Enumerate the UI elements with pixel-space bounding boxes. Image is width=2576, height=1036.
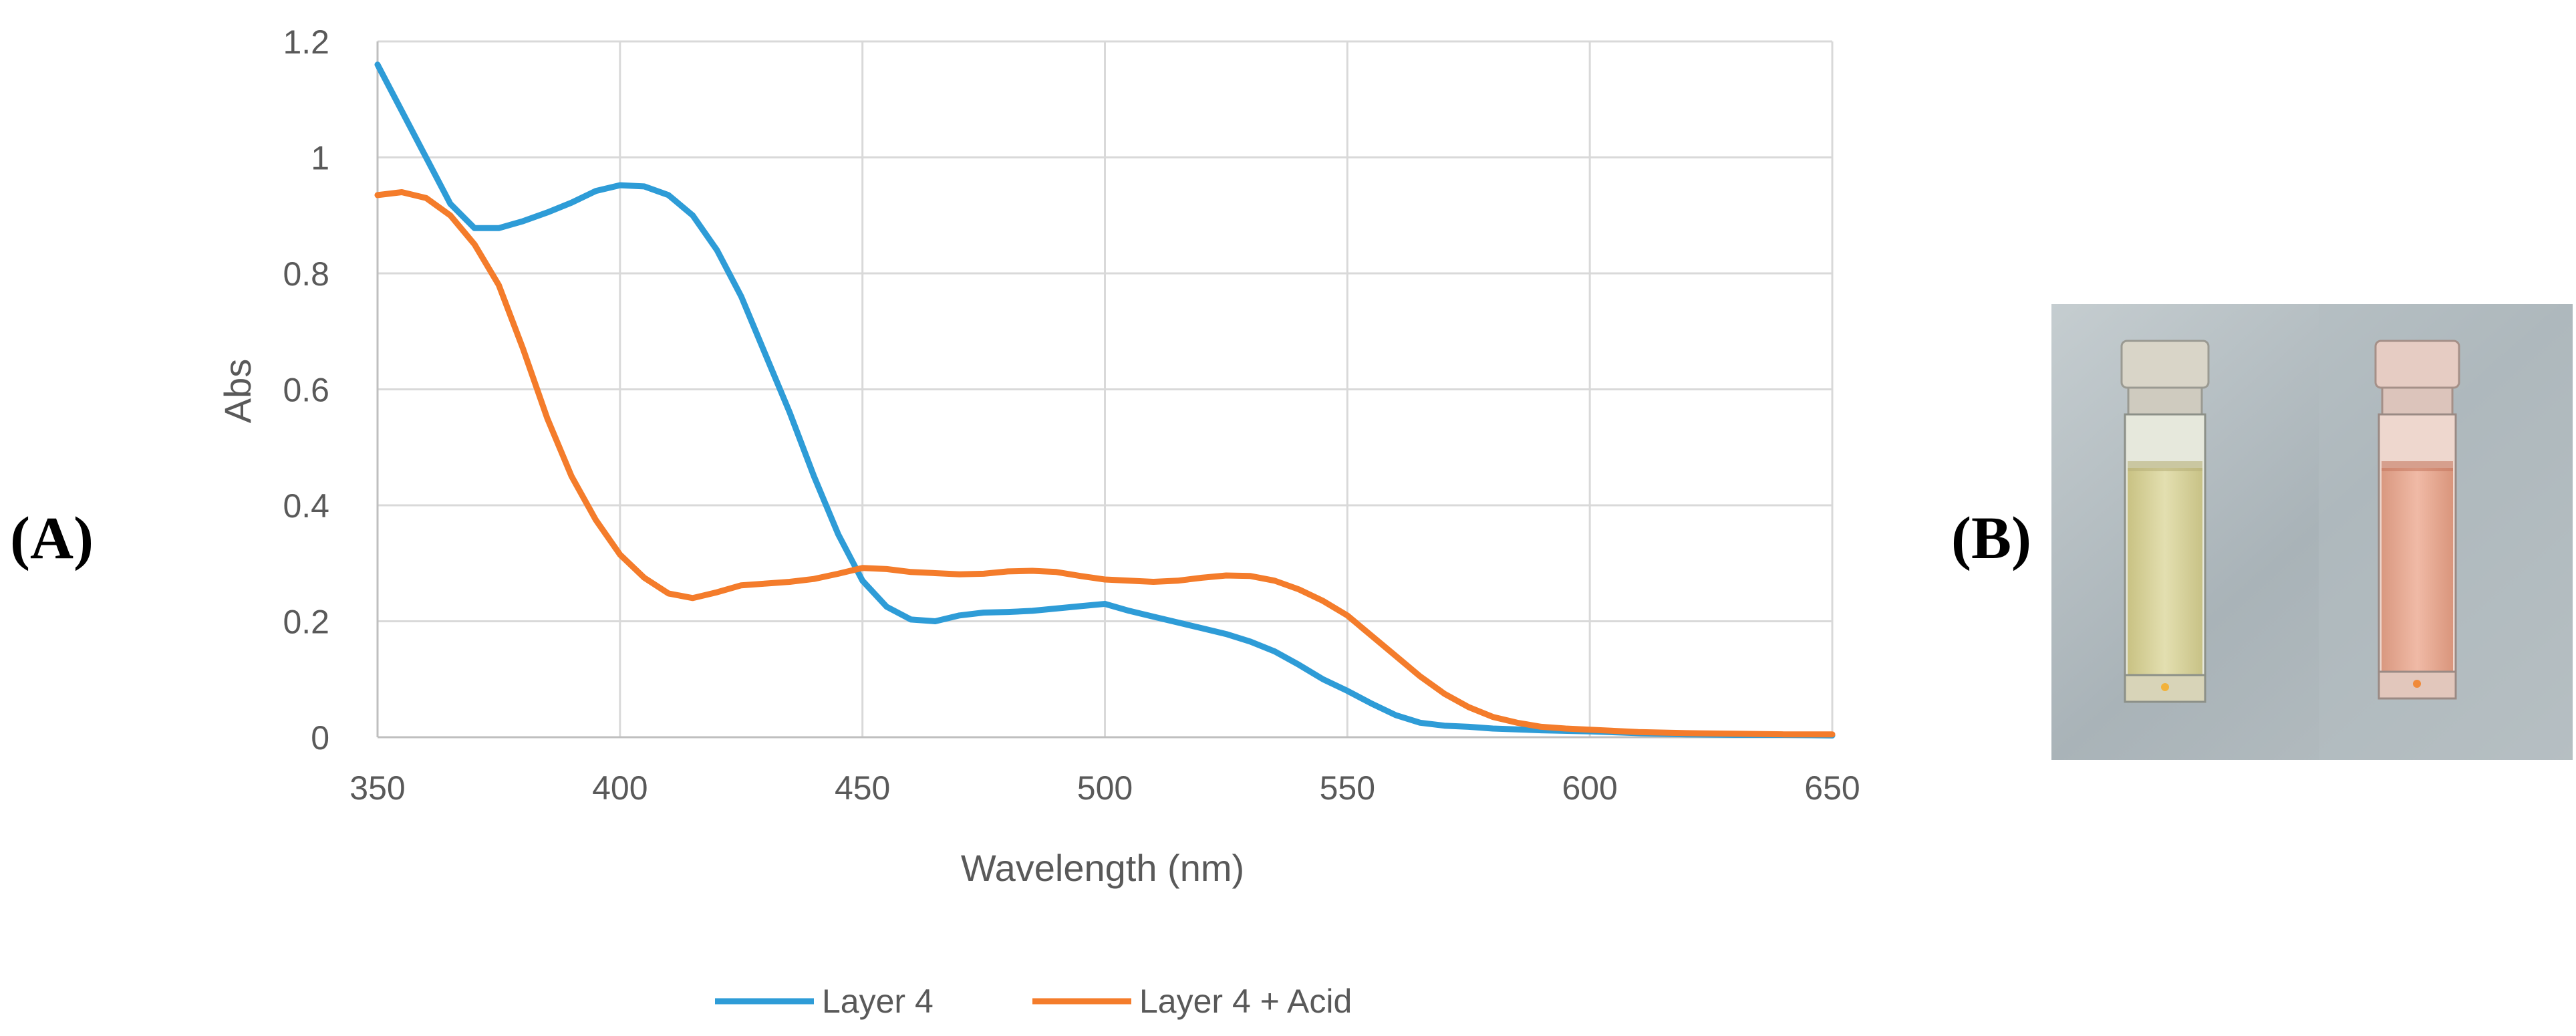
y-tick-label: 0.6 — [283, 372, 329, 409]
cuvette-photo — [2051, 304, 2573, 760]
chart-grid — [378, 40, 1834, 737]
y-tick-labels: 0 0.2 0.4 0.6 0.8 1 1.2 — [283, 23, 329, 757]
y-tick-label: 0.4 — [283, 487, 329, 525]
y-tick-label: 1.2 — [283, 23, 329, 61]
x-tick-label: 400 — [592, 769, 648, 807]
legend-label-2: Layer 4 + Acid — [1139, 983, 1352, 1020]
cuvette-right — [2374, 340, 2460, 700]
series-line-2 — [374, 189, 1836, 738]
x-tick-label: 500 — [1077, 769, 1133, 807]
panel-label-a: (A) — [10, 505, 94, 571]
absorbance-chart: 350 400 450 500 550 600 650 00.20.40.60.811.2 … — [217, 23, 1860, 1020]
cuvette-left — [2120, 340, 2210, 703]
panel-label-b: (B) — [1951, 505, 2031, 571]
chart-series — [374, 61, 1836, 739]
y-tick-label: 0.2 — [283, 604, 329, 641]
x-tick-label: 550 — [1320, 769, 1375, 807]
chart-axes — [376, 41, 1832, 739]
legend-label-1: Layer 4 — [822, 983, 934, 1020]
y-tick-label: 1 — [311, 140, 329, 177]
x-tick-label: 350 — [349, 769, 405, 807]
x-tick-label: 450 — [835, 769, 890, 807]
y-tick-label: 0.8 — [283, 255, 329, 293]
y-tick-label: 0 — [311, 719, 329, 757]
x-tick-label: 600 — [1562, 769, 1617, 807]
y-axis-title: Abs — [217, 359, 259, 424]
chart-legend: Layer 4 Layer 4 + Acid — [715, 983, 1352, 1020]
series-line-1 — [374, 61, 1836, 739]
x-tick-label: 650 — [1804, 769, 1860, 807]
x-axis-title: Wavelength (nm) — [961, 847, 1244, 889]
x-tick-labels: 350 400 450 500 550 600 650 — [349, 769, 1860, 807]
